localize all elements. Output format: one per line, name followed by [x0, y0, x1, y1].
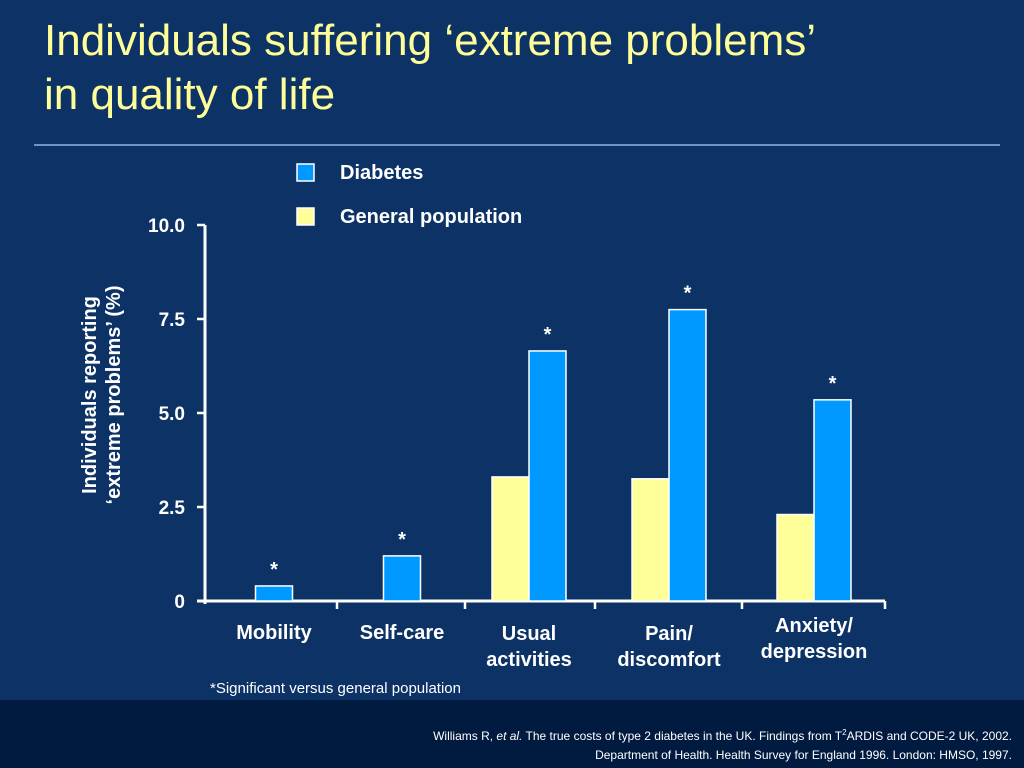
significance-footnote: *Significant versus general population: [210, 680, 461, 697]
category-label: Mobility: [236, 622, 312, 644]
significance-marker: *: [544, 324, 552, 346]
title-line-1: Individuals suffering ‘extreme problems’: [44, 16, 816, 65]
title-line-2: in quality of life: [44, 70, 336, 119]
bar-general-population: [776, 513, 815, 602]
legend-swatch-general-population: [296, 207, 315, 226]
category-label: depression: [761, 641, 868, 663]
bar-chart: Diabetes General population 0 2.5 5.0 7.5 10.0…: [79, 162, 887, 671]
category-label: discomfort: [617, 649, 721, 671]
reference-1: Williams R, et al. The true costs of typ…: [433, 728, 1012, 743]
bar-diabetes: [254, 585, 294, 602]
bar-diabetes: [668, 308, 707, 602]
y-tick-label: 7.5: [159, 310, 186, 331]
bar-general-population: [491, 476, 530, 602]
y-tick-label: 5.0: [159, 404, 185, 425]
reference-2: Department of Health. Health Survey for …: [595, 748, 1012, 762]
title-divider: [34, 144, 1000, 146]
y-tick-label: 0: [174, 592, 185, 613]
significance-marker: *: [270, 559, 278, 581]
category-label: Self-care: [360, 622, 445, 644]
reference-footer: [0, 700, 1024, 768]
reference-1-sup: 2: [842, 728, 847, 737]
reference-1-text-a: The true costs of type 2 diabetes in the…: [522, 729, 843, 743]
bar-diabetes: [813, 399, 852, 602]
y-tick-label: 2.5: [159, 498, 186, 519]
category-label: activities: [486, 649, 572, 671]
legend-label-general-population: General population: [340, 206, 522, 228]
y-axis-label-line-2: ‘extreme problems’ (%): [103, 286, 125, 505]
legend-swatch-diabetes: [296, 163, 315, 182]
slide-title: Individuals suffering ‘extreme problems’…: [44, 14, 1004, 122]
reference-1-etal: et al.: [496, 729, 523, 743]
y-tick-label: 10.0: [148, 216, 185, 237]
reference-1-prefix: Williams R,: [433, 729, 497, 743]
significance-marker: *: [684, 283, 692, 305]
bar-diabetes: [528, 350, 567, 602]
bar-diabetes: [382, 555, 422, 602]
y-axis-label: Individuals reporting ‘extreme problems’ …: [79, 286, 125, 505]
legend-label-diabetes: Diabetes: [340, 162, 423, 184]
significance-marker: *: [829, 373, 837, 395]
y-axis-label-line-1: Individuals reporting: [79, 296, 101, 494]
category-label: Usual: [502, 623, 556, 645]
significance-marker: *: [398, 529, 406, 551]
bar-general-population: [631, 478, 670, 602]
category-label: Anxiety/: [775, 615, 853, 637]
reference-1-text-b: ARDIS and CODE-2 UK, 2002.: [846, 729, 1012, 743]
category-label: Pain/: [645, 623, 693, 645]
